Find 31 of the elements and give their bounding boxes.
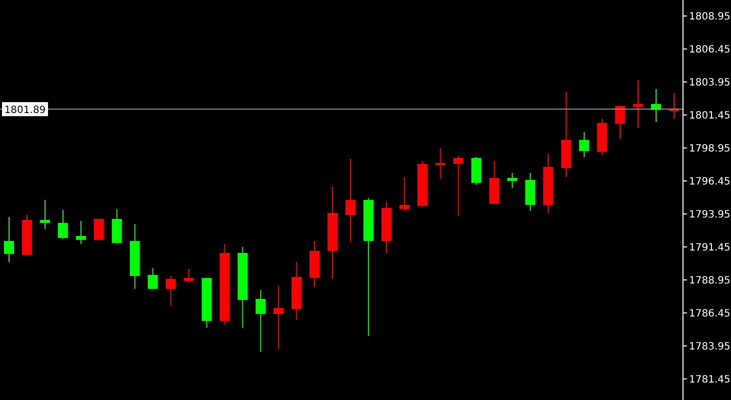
candlestick <box>166 275 176 306</box>
y-tick-label: 1806.45 <box>689 44 730 56</box>
y-tick-label: 1801.45 <box>689 110 730 122</box>
candlestick <box>399 176 410 212</box>
candlestick <box>4 216 14 262</box>
y-tick-label: 1793.95 <box>689 209 730 220</box>
candlestick <box>633 79 644 128</box>
candlestick <box>274 285 284 350</box>
candlestick <box>94 218 104 240</box>
candlestick <box>148 267 158 290</box>
candlestick <box>184 268 194 284</box>
ref-line-label: 1801.89 <box>4 105 46 116</box>
y-tick-label: 1798.95 <box>689 143 730 154</box>
y-tick-label: 1803.95 <box>689 78 730 89</box>
candlestick <box>40 199 50 230</box>
candlestick <box>256 289 266 352</box>
y-tick-label: 1791.45 <box>689 242 730 254</box>
candlestick <box>507 172 518 188</box>
y-tick-label: 1796.45 <box>689 176 730 188</box>
candlestick <box>58 209 68 240</box>
y-tick-label: 1786.45 <box>689 308 730 320</box>
y-tick-label: 1808.95 <box>689 12 730 23</box>
y-tick-label: 1783.95 <box>689 341 730 352</box>
candlestick <box>615 105 626 140</box>
candlestick <box>579 131 590 158</box>
candlestick <box>453 155 464 216</box>
candlestick <box>435 147 446 180</box>
y-tick-label: 1781.45 <box>689 374 730 386</box>
candlestick <box>76 220 86 244</box>
y-tick-label: 1788.95 <box>689 275 730 286</box>
candlestick <box>346 158 356 242</box>
